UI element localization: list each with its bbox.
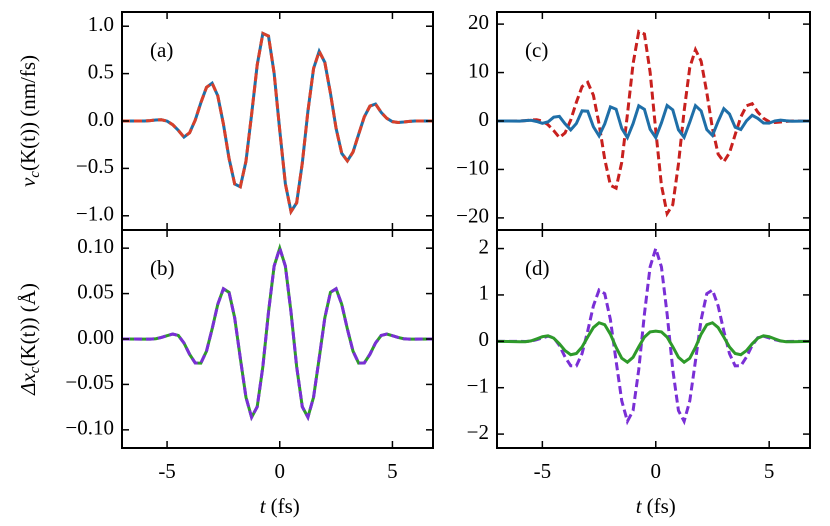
x-axis-label-part: (fs) — [271, 494, 300, 518]
y-tick-label: 0.0 — [88, 107, 114, 131]
y-tick-label: −10 — [456, 155, 489, 179]
x-axis-label-part: t — [260, 494, 267, 518]
dashed-line — [122, 31, 433, 216]
panel-label: (c) — [525, 38, 548, 62]
solid-line — [497, 321, 810, 365]
y-axis-label-sub: c — [27, 171, 43, 178]
panel-label: (d) — [525, 256, 550, 280]
dashed-line — [497, 243, 810, 426]
y-tick-label: 0 — [479, 327, 490, 351]
y-tick-label: 0.5 — [88, 59, 114, 83]
y-tick-label: −20 — [456, 204, 489, 228]
x-tick-label: 5 — [387, 459, 398, 483]
x-axis-label: t (fs) — [636, 494, 676, 518]
y-axis-label-sub: c — [27, 366, 43, 373]
x-tick-label: -5 — [534, 459, 552, 483]
y-tick-label: 10 — [468, 58, 489, 82]
panel-label: (b) — [150, 256, 175, 280]
y-tick-label: −0.5 — [76, 154, 114, 178]
y-tick-label: −0.05 — [65, 370, 114, 394]
y-tick-label: −0.10 — [65, 416, 114, 440]
y-axis-label-part: (K(t)) (nm/fs) — [16, 55, 40, 171]
y-axis-label: vc(K(t)) (nm/fs) — [16, 55, 44, 187]
y-axis-label-part: v — [16, 177, 40, 187]
y-tick-label: 0.05 — [77, 279, 114, 303]
y-tick-label: −1 — [467, 374, 489, 398]
y-tick-label: −2 — [467, 420, 489, 444]
x-tick-label: 5 — [764, 459, 775, 483]
y-axis-label-part: Δx — [16, 373, 40, 396]
y-tick-label: −1.0 — [76, 202, 114, 226]
axes-frame — [121, 229, 434, 449]
y-tick-label: 0.00 — [77, 325, 114, 349]
y-tick-label: 1.0 — [88, 12, 114, 36]
y-tick-label: 1 — [479, 281, 490, 305]
x-tick-label: 0 — [275, 459, 286, 483]
x-axis-label: t (fs) — [260, 494, 300, 518]
y-tick-label: 0 — [479, 107, 490, 131]
solid-line — [122, 243, 433, 422]
x-tick-label: -5 — [158, 459, 176, 483]
panel-label: (a) — [150, 38, 173, 62]
y-axis-label: Δxc(K(t)) (Å) — [16, 283, 44, 396]
x-axis-label-part: t — [636, 494, 643, 518]
y-tick-label: 20 — [468, 10, 489, 34]
dashed-line — [497, 29, 810, 218]
x-tick-label: 0 — [651, 459, 662, 483]
y-axis-label-part: (K(t)) (Å) — [16, 283, 40, 366]
axes-frame — [496, 229, 811, 449]
solid-line — [497, 102, 810, 141]
y-tick-label: 2 — [479, 234, 490, 258]
x-axis-label-part: (fs) — [647, 494, 676, 518]
y-tick-label: 0.10 — [77, 234, 114, 258]
